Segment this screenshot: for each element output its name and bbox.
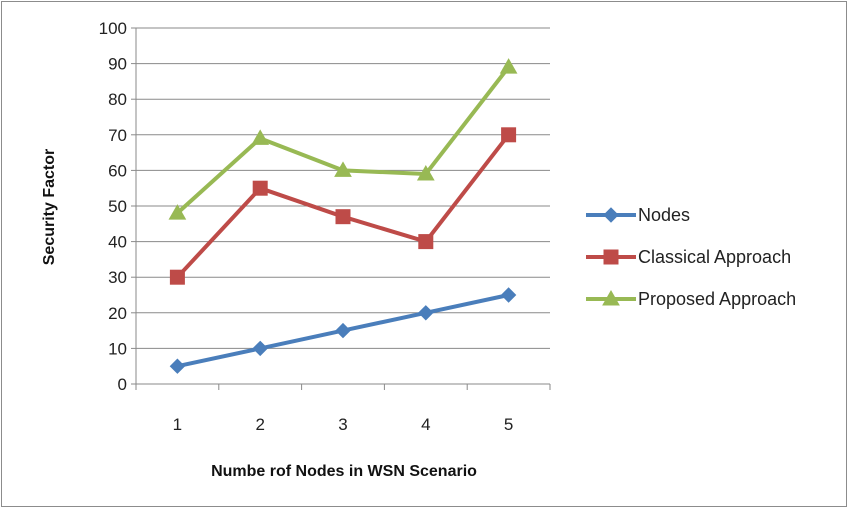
x-tick-label: 1 xyxy=(173,415,182,434)
data-point xyxy=(168,204,187,220)
y-tick-label: 10 xyxy=(108,339,127,358)
legend-marker xyxy=(603,207,619,223)
x-axis-label: Numbe rof Nodes in WSN Scenario xyxy=(211,463,477,480)
legend-label: Nodes xyxy=(638,205,690,225)
data-point xyxy=(501,127,517,143)
y-tick-label: 100 xyxy=(99,19,127,38)
series-line xyxy=(176,65,511,215)
legend-marker xyxy=(603,249,619,265)
data-point xyxy=(169,358,186,374)
y-tick-label: 70 xyxy=(108,126,127,145)
legend-label: Proposed Approach xyxy=(638,289,796,309)
data-point xyxy=(335,322,351,339)
data-point xyxy=(416,164,435,181)
data-point xyxy=(251,129,270,145)
y-tick-label: 80 xyxy=(108,90,127,109)
legend-marker xyxy=(602,289,620,306)
y-tick-label: 30 xyxy=(108,268,127,287)
y-tick-label: 0 xyxy=(118,375,127,394)
x-tick-labels: 1 2 3 4 5 xyxy=(173,415,514,434)
x-tick-label: 2 xyxy=(255,415,264,434)
x-tick-label: 4 xyxy=(421,415,430,434)
y-tick-label: 60 xyxy=(108,161,127,180)
legend-label: Classical Approach xyxy=(638,247,791,267)
x-tick-label: 3 xyxy=(338,415,347,434)
series-group xyxy=(168,58,518,374)
data-point xyxy=(334,161,352,177)
data-point xyxy=(252,180,268,196)
data-point xyxy=(335,209,351,225)
data-point xyxy=(418,305,434,321)
data-point xyxy=(499,58,518,74)
data-point xyxy=(169,269,185,285)
legend: Nodes Classical Approach Proposed Approach xyxy=(586,205,796,309)
y-tick-labels: 0 10 20 30 40 50 60 70 80 90 100 xyxy=(99,19,127,394)
y-tick-label: 20 xyxy=(108,304,127,323)
x-tick-label: 5 xyxy=(504,415,513,434)
data-point xyxy=(252,340,268,357)
y-tick-label: 90 xyxy=(108,55,127,74)
data-point xyxy=(500,287,517,303)
data-point xyxy=(418,234,434,250)
axes xyxy=(131,27,551,390)
y-tick-label: 40 xyxy=(108,233,127,252)
y-tick-label: 50 xyxy=(108,197,127,216)
y-axis-label: Security Factor xyxy=(41,149,58,265)
